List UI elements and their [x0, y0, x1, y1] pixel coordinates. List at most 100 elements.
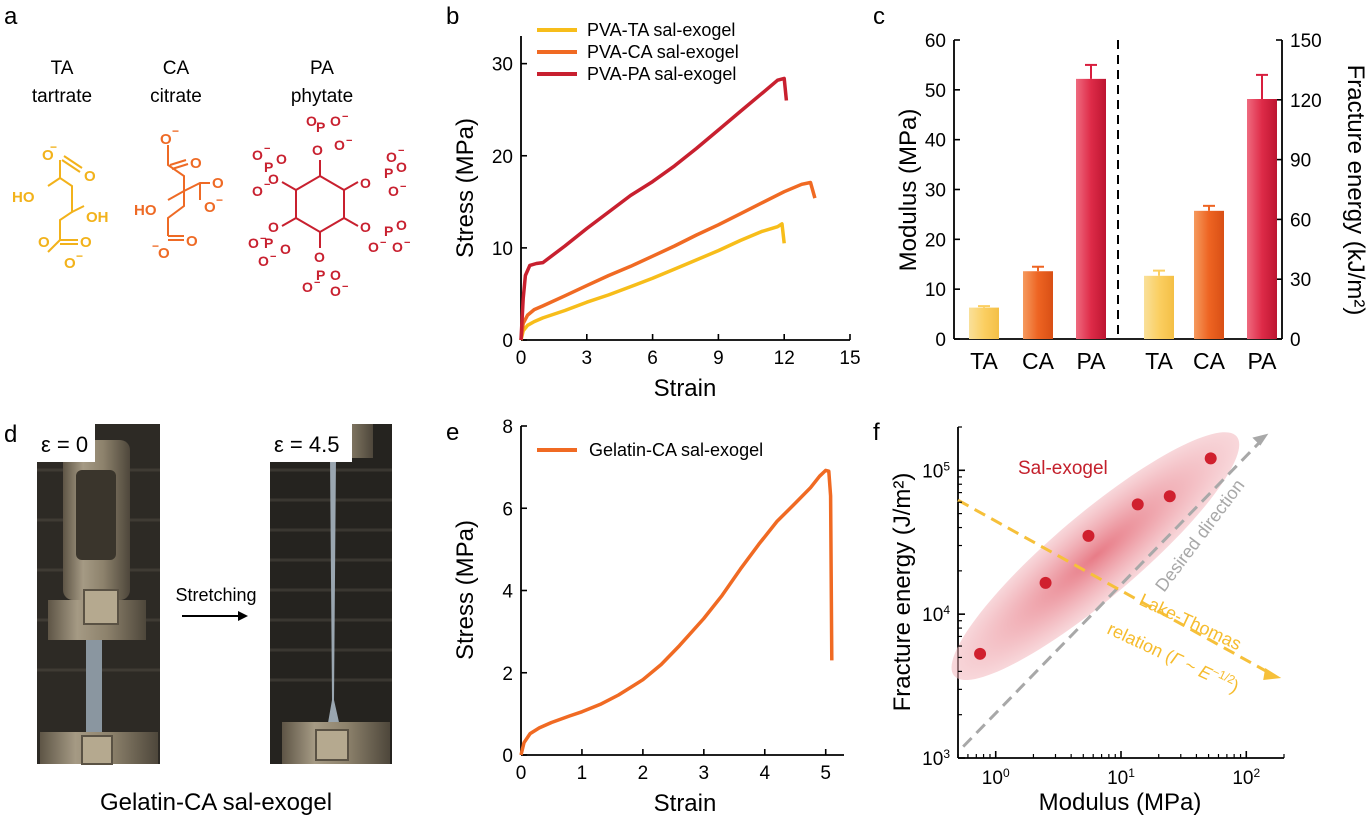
b-x-tick-label: 15	[839, 348, 860, 369]
svg-text:−: −	[398, 145, 404, 157]
f-data-point-5	[1163, 490, 1176, 503]
f-data-point-4	[1131, 498, 1144, 511]
c-y-tick-label-left: 20	[925, 230, 946, 251]
f-x-tick-label: 102	[1232, 766, 1260, 789]
svg-text:O: O	[276, 151, 287, 167]
pa-name: phytate	[291, 86, 353, 107]
c-category-label: CA	[1022, 348, 1055, 374]
svg-text:P: P	[264, 159, 273, 175]
svg-text:O: O	[38, 234, 50, 251]
e-y-tick-label: 8	[502, 417, 513, 438]
svg-text:O: O	[360, 175, 371, 191]
c-y-tick-label-right: 30	[1290, 270, 1311, 291]
svg-text:−: −	[172, 124, 179, 138]
b-y-tick-label: 10	[492, 239, 513, 260]
b-x-tick-label: 12	[774, 348, 795, 369]
b-y-tick-label: 0	[502, 331, 513, 352]
b-legend-label-3: PVA-PA sal-exogel	[587, 64, 736, 84]
svg-text:O: O	[386, 149, 397, 165]
svg-text:−: −	[380, 237, 386, 249]
svg-text:−: −	[152, 239, 159, 253]
svg-text:O: O	[312, 142, 323, 158]
svg-text:O: O	[160, 131, 172, 148]
c-modulus-bar-pa	[1076, 78, 1106, 340]
svg-text:O: O	[368, 239, 379, 255]
panel-label-e: e	[446, 419, 459, 446]
c-category-label: PA	[1077, 348, 1107, 374]
photo-stretched: ε = 4.5	[270, 424, 392, 764]
svg-text:O: O	[302, 279, 313, 295]
photo-unstretched: ε = 0	[37, 424, 160, 765]
f-y-tick-label: 103	[922, 747, 950, 770]
svg-text:HO: HO	[12, 189, 35, 206]
c-y-tick-label-right: 120	[1290, 91, 1322, 112]
f-x-tick-label: 101	[1107, 766, 1135, 789]
c-y-tick-label-left: 0	[935, 330, 946, 351]
f-sal-exogel-label: Sal-exogel	[1018, 458, 1108, 479]
svg-text:O: O	[186, 233, 198, 250]
ca-name: citrate	[150, 86, 202, 107]
phytate-atoms: PO O − O O − OP OO −O − O P OO −O − OP OO − O − OP OO −O −…	[248, 111, 410, 299]
svg-text:O: O	[330, 267, 341, 283]
panel-label-d: d	[4, 421, 17, 448]
c-y-tick-label-left: 30	[925, 181, 946, 202]
strain-label-right: ε = 4.5	[274, 432, 339, 457]
c-fracture-bar-ca	[1194, 210, 1224, 339]
c-y-tick-label-right: 0	[1290, 330, 1301, 351]
f-y-tick-label: 104	[922, 603, 950, 626]
tartrate-atoms: O− O HO OH O O O −	[12, 140, 109, 272]
f-data-point-6	[1204, 452, 1217, 465]
c-category-label: CA	[1193, 348, 1226, 374]
c-y-tick-label-left: 50	[925, 81, 946, 102]
tartrate-structure	[47, 155, 85, 253]
svg-text:O: O	[280, 241, 291, 257]
b-legend-label-1: PVA-TA sal-exogel	[587, 20, 735, 40]
svg-text:O: O	[42, 147, 54, 164]
b-y-tick-label: 30	[492, 55, 513, 76]
svg-text:O: O	[158, 245, 170, 262]
b-series-line-1	[519, 222, 786, 341]
panel-label-a: a	[4, 3, 18, 30]
svg-text:O: O	[388, 183, 399, 199]
svg-text:O: O	[84, 168, 96, 185]
svg-text:O: O	[396, 159, 407, 175]
e-y-label: Stress (MPa)	[452, 520, 479, 660]
panel-label-f: f	[873, 419, 880, 446]
e-y-tick-label: 6	[502, 499, 513, 520]
c-y-tick-label-left: 60	[925, 31, 946, 52]
svg-text:−: −	[400, 181, 406, 193]
svg-text:O: O	[314, 249, 325, 265]
e-x-tick-label: 5	[820, 763, 831, 784]
b-series-line-3	[519, 76, 789, 341]
svg-text:−: −	[76, 249, 83, 263]
svg-text:−: −	[260, 233, 266, 245]
svg-text:P: P	[316, 119, 325, 135]
c-fracture-bar-pa	[1247, 99, 1277, 339]
c-y-tick-label-right: 150	[1290, 31, 1322, 52]
f-lake-thomas-line	[957, 498, 1272, 676]
phytate-structure	[281, 160, 359, 248]
b-x-tick-label: 3	[582, 348, 593, 369]
b-y-label: Stress (MPa)	[452, 118, 479, 258]
e-x-tick-label: 4	[759, 763, 770, 784]
panel-a: TA tartrate CA citrate PA phytate O− O H…	[12, 58, 410, 299]
f-y-tick-label: 105	[922, 459, 950, 482]
svg-text:O: O	[396, 217, 407, 233]
photo-caption: Gelatin-CA sal-exogel	[100, 789, 332, 816]
c-modulus-bar-ta	[969, 307, 999, 339]
citrate-structure	[167, 145, 210, 241]
e-x-tick-label: 3	[699, 763, 710, 784]
svg-text:O: O	[334, 137, 345, 153]
e-y-tick-label: 2	[502, 664, 513, 685]
e-series-line-1	[519, 468, 834, 756]
e-legend-label-1: Gelatin-CA sal-exogel	[589, 440, 763, 460]
svg-text:−: −	[342, 281, 348, 293]
f-data-point-2	[1039, 576, 1052, 589]
svg-text:O: O	[252, 147, 263, 163]
e-y-tick-label: 0	[502, 746, 513, 767]
c-modulus-bar-ca	[1023, 271, 1053, 339]
f-data-point-3	[1082, 529, 1095, 542]
panel-e-chart: 0 1 2 3 4 5 0 2 4 6 8 Gelatin-CA sal-exogel Strain…	[452, 417, 844, 817]
svg-text:O: O	[190, 155, 202, 172]
